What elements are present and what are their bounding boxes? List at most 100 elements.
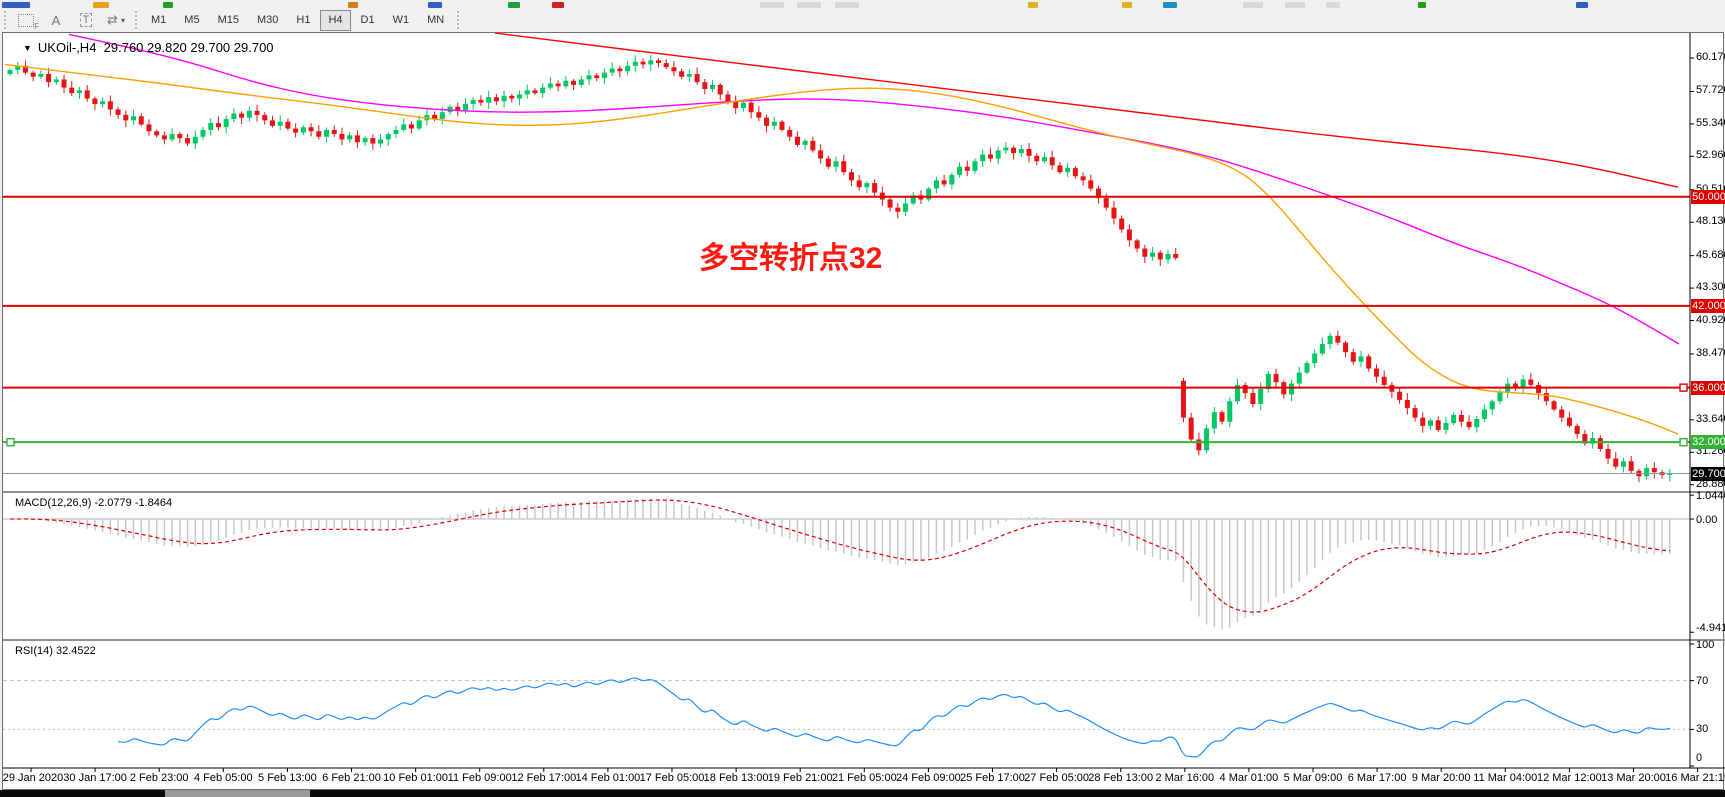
time-axis-label: 11 Feb 09:00 bbox=[447, 772, 512, 784]
price-axis-tick: 28.880 bbox=[1696, 478, 1725, 490]
time-axis-label: 11 Mar 04:00 bbox=[1473, 772, 1538, 784]
toolbar-icon-fragment bbox=[835, 2, 859, 8]
toolbar-icon-fragment bbox=[428, 2, 442, 8]
toolbar-grip[interactable] bbox=[133, 11, 140, 29]
time-axis-label: 13 Mar 20:00 bbox=[1601, 772, 1666, 784]
timeframe-button-h1[interactable]: H1 bbox=[296, 13, 311, 26]
chart-window: ▼ UKOil-,H4 29.760 29.820 29.700 29.700 多… bbox=[2, 32, 1725, 791]
macd-signal-line bbox=[9, 499, 1670, 613]
toolbar-grip[interactable] bbox=[2, 11, 9, 29]
macd-indicator-label: MACD(12,26,9) -2.0779 -1.8464 bbox=[15, 497, 173, 509]
toolbar-icon-fragment bbox=[508, 2, 520, 8]
toolbar-icon-fragment bbox=[1576, 2, 1588, 8]
toolbar-icon-fragment bbox=[552, 2, 564, 8]
price-axis-tick: 40.920 bbox=[1696, 314, 1725, 326]
time-axis-label: 10 Feb 01:00 bbox=[383, 772, 449, 784]
time-axis-label: 4 Mar 01:00 bbox=[1219, 772, 1279, 784]
timeframe-button-m15[interactable]: M15 bbox=[217, 13, 239, 26]
timeframe-button-group: M1 M5 M15 M30 H1 H4 D1 W1 MN bbox=[142, 9, 453, 31]
timeframe-button-m30[interactable]: M30 bbox=[256, 13, 279, 26]
rsi-panel bbox=[3, 677, 1690, 758]
toolbar-icon-fragment bbox=[1028, 2, 1038, 8]
rsi-indicator-label: RSI(14) 32.4522 bbox=[15, 645, 96, 657]
macd-axis-tick: -4.9417 bbox=[1696, 622, 1725, 634]
price-axis-tick: 43.300 bbox=[1696, 281, 1725, 293]
time-axis-label: 30 Jan 17:00 bbox=[63, 772, 127, 784]
toolbar-icon-fragment bbox=[1122, 2, 1132, 8]
bottom-edge-highlight bbox=[165, 790, 310, 797]
chart-title: ▼ UKOil-,H4 29.760 29.820 29.700 29.700 bbox=[23, 40, 274, 55]
price-axis-tick: 55.340 bbox=[1696, 117, 1725, 129]
timeframe-button-w1[interactable]: W1 bbox=[392, 13, 410, 26]
label-tool-icon: T bbox=[79, 13, 93, 27]
hline-handle-right[interactable] bbox=[1679, 437, 1688, 447]
timeframe-button-h4[interactable]: H4 bbox=[320, 9, 351, 31]
hline-handle-left[interactable] bbox=[6, 437, 15, 447]
axes-lines bbox=[3, 33, 1725, 772]
time-axis-label: 27 Feb 05:00 bbox=[1024, 772, 1090, 784]
price-axis-tick: 60.170 bbox=[1696, 51, 1725, 63]
time-axis-label: 12 Mar 12:00 bbox=[1536, 772, 1602, 784]
price-badge-50.000: 50.000 bbox=[1691, 190, 1725, 204]
toolbar-icon-fragment bbox=[163, 2, 173, 8]
time-axis-label: 6 Feb 21:00 bbox=[322, 772, 381, 784]
time-axis-label: 12 Feb 17:00 bbox=[511, 772, 577, 784]
text-tool-button[interactable]: A bbox=[43, 9, 69, 31]
line-studies-and-timeframe-toolbar: A T ⇄ ▾ M1 M5 M15 M30 H1 H4 D1 W1 MN bbox=[0, 8, 1725, 32]
rsi-axis-tick: 70 bbox=[1696, 675, 1709, 687]
arrows-tool-button[interactable]: ⇄ ▾ bbox=[103, 9, 129, 31]
time-axis-label: 17 Feb 05:00 bbox=[639, 772, 705, 784]
collapse-triangle-icon[interactable]: ▼ bbox=[23, 43, 32, 53]
window-bottom-edge bbox=[0, 790, 1725, 797]
time-axis-label: 4 Feb 05:00 bbox=[193, 772, 253, 784]
price-axis-tick: 38.470 bbox=[1696, 347, 1725, 359]
ma-mid-magenta-line[interactable] bbox=[68, 33, 1680, 345]
toolbar-grip[interactable] bbox=[455, 11, 463, 29]
price-axis-tick: 57.720 bbox=[1696, 84, 1725, 96]
fibonacci-tool-button[interactable] bbox=[13, 9, 39, 31]
chevron-down-icon: ▾ bbox=[120, 15, 125, 25]
rsi-line bbox=[117, 677, 1670, 758]
price-axis-tick: 52.960 bbox=[1696, 149, 1725, 161]
time-axis-label: 6 Mar 17:00 bbox=[1347, 772, 1407, 784]
timeframe-button-m5[interactable]: M5 bbox=[184, 13, 200, 26]
arrows-icon: ⇄ bbox=[107, 12, 118, 27]
text-tool-icon: A bbox=[51, 12, 61, 28]
toolbar-icon-fragment bbox=[1326, 2, 1340, 8]
price-axis-tick: 33.640 bbox=[1696, 413, 1725, 425]
toolbar-icon-fragment bbox=[797, 2, 821, 8]
time-axis-label: 14 Feb 01:00 bbox=[575, 772, 641, 784]
fibonacci-icon bbox=[18, 13, 39, 31]
chart-annotation-text[interactable]: 多空转折点32 bbox=[699, 242, 883, 275]
price-axis-tick: 45.680 bbox=[1696, 249, 1725, 261]
time-axis-label: 18 Feb 13:00 bbox=[703, 772, 769, 784]
symbol-ohlc-text: UKOil-,H4 29.760 29.820 29.700 29.700 bbox=[37, 40, 274, 55]
time-axis-label: 25 Feb 17:00 bbox=[960, 772, 1025, 784]
toolbar-icon-fragment bbox=[1418, 2, 1426, 8]
time-axis-label: 2 Feb 23:00 bbox=[129, 772, 189, 784]
toolbar-icon-fragment bbox=[1285, 2, 1305, 8]
rsi-axis-tick: 0 bbox=[1696, 752, 1703, 764]
toolbar-icon-fragment bbox=[760, 2, 784, 8]
timeframe-button-mn[interactable]: MN bbox=[427, 13, 445, 26]
time-axis-label: 24 Feb 09:00 bbox=[895, 772, 961, 784]
macd-panel bbox=[3, 498, 1690, 630]
candlestick-series bbox=[7, 55, 1673, 483]
label-tool-button[interactable]: T bbox=[73, 9, 99, 31]
timeframe-button-d1[interactable]: D1 bbox=[360, 13, 375, 26]
ma-fast-orange-line[interactable] bbox=[4, 63, 1679, 435]
time-axis-label: 21 Feb 05:00 bbox=[831, 772, 897, 784]
ma-slow-red-line[interactable] bbox=[494, 33, 1679, 188]
current-price-badge: 29.700 bbox=[1691, 467, 1725, 481]
timeframe-button-m1[interactable]: M1 bbox=[151, 13, 167, 26]
price-axis-tick: 48.130 bbox=[1696, 215, 1725, 227]
macd-histogram bbox=[16, 498, 1671, 630]
chart-surface[interactable] bbox=[3, 33, 1725, 791]
macd-axis-tick: 1.0446 bbox=[1696, 490, 1725, 502]
hline-handle-right[interactable] bbox=[1679, 383, 1688, 392]
time-axis-label: 9 Mar 20:00 bbox=[1411, 772, 1471, 784]
toolbar-icon-fragment bbox=[1163, 2, 1177, 8]
toolbar-icon-fragment bbox=[1243, 2, 1263, 8]
time-axis-label: 16 Mar 21:15 bbox=[1665, 772, 1725, 784]
